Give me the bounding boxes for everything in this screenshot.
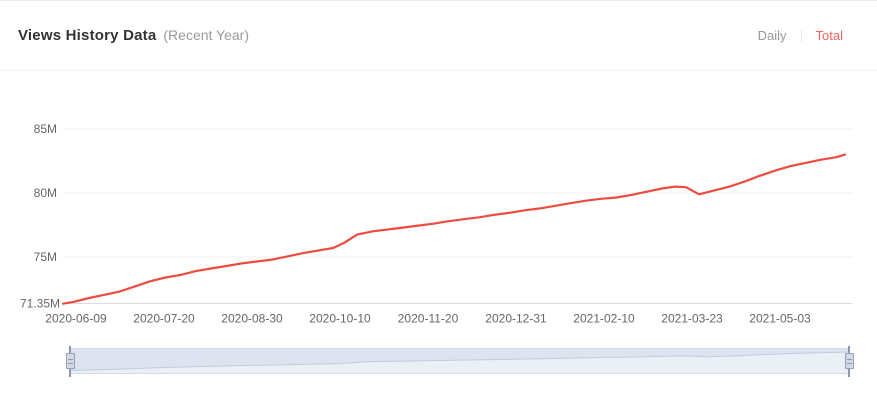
svg-text:2020-12-31: 2020-12-31	[485, 312, 547, 326]
page-title: Views History Data	[18, 27, 157, 44]
slider-data-shadow	[70, 351, 849, 373]
tab-daily[interactable]: Daily	[757, 28, 787, 43]
svg-text:2021-05-03: 2021-05-03	[749, 312, 811, 326]
tab-total[interactable]: Total	[815, 28, 843, 43]
svg-text:85M: 85M	[34, 122, 57, 136]
view-mode-tabs: Daily Total	[758, 28, 843, 43]
svg-text:2021-02-10: 2021-02-10	[573, 312, 635, 326]
datazoom-slider[interactable]	[65, 346, 854, 377]
svg-text:80M: 80M	[34, 186, 57, 200]
svg-text:2020-11-20: 2020-11-20	[398, 312, 459, 326]
svg-text:2020-08-30: 2020-08-30	[221, 312, 283, 326]
svg-text:2020-06-09: 2020-06-09	[45, 312, 107, 326]
svg-text:75M: 75M	[34, 250, 57, 264]
svg-text:2020-07-20: 2020-07-20	[133, 312, 195, 326]
tab-divider	[800, 29, 802, 42]
slider-right-grip-icon[interactable]	[844, 353, 854, 369]
svg-text:2020-10-10: 2020-10-10	[309, 312, 371, 326]
slider-left-handle[interactable]	[65, 346, 75, 377]
svg-text:71.35M: 71.35M	[20, 297, 60, 311]
slider-left-grip-icon[interactable]	[65, 353, 75, 369]
card-header: Views History Data (Recent Year) Daily T…	[0, 1, 877, 71]
title-group: Views History Data (Recent Year)	[18, 27, 249, 44]
slider-right-handle[interactable]	[844, 346, 854, 377]
svg-text:2021-03-23: 2021-03-23	[661, 312, 723, 326]
page-subtitle: (Recent Year)	[163, 27, 249, 43]
views-line-chart[interactable]: 85M 80M 75M 71.35M 2020-06-09 2020-07-20 2020-…	[0, 71, 877, 336]
